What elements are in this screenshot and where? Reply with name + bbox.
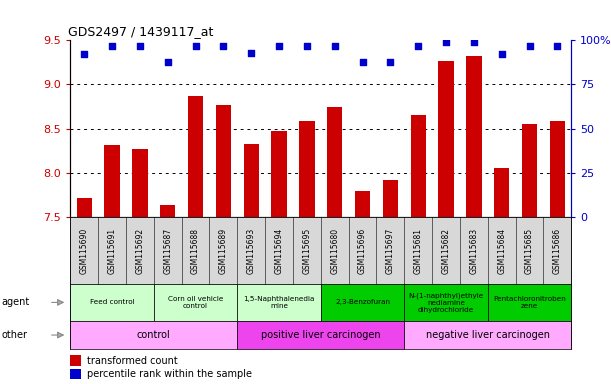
Text: GSM115689: GSM115689 [219, 227, 228, 274]
Text: GSM115685: GSM115685 [525, 227, 534, 274]
Text: percentile rank within the sample: percentile rank within the sample [87, 369, 252, 379]
Text: GSM115688: GSM115688 [191, 228, 200, 273]
Text: N-(1-naphthyl)ethyle
nediamine
dihydrochloride: N-(1-naphthyl)ethyle nediamine dihydroch… [408, 292, 484, 313]
Bar [132, 149, 147, 217]
Text: GSM115691: GSM115691 [108, 227, 117, 274]
Text: GSM115692: GSM115692 [136, 227, 144, 274]
Point [330, 43, 340, 49]
Point [441, 39, 451, 45]
Text: GSM115693: GSM115693 [247, 227, 255, 274]
Text: 1,5-Naphthalenedia
mine: 1,5-Naphthalenedia mine [243, 296, 315, 309]
Text: Corn oil vehicle
control: Corn oil vehicle control [168, 296, 223, 309]
Point [107, 43, 117, 49]
Text: agent: agent [1, 297, 29, 308]
Text: Pentachloronitroben
zene: Pentachloronitroben zene [493, 296, 566, 309]
Text: transformed count: transformed count [87, 356, 178, 366]
Point [219, 43, 229, 49]
Bar [104, 146, 120, 217]
Point [357, 58, 367, 65]
Bar [299, 121, 315, 217]
Text: GSM115681: GSM115681 [414, 228, 423, 273]
Bar [216, 105, 231, 217]
Point [274, 43, 284, 49]
Text: GDS2497 / 1439117_at: GDS2497 / 1439117_at [68, 25, 213, 38]
Bar [188, 96, 203, 217]
Text: GSM115696: GSM115696 [358, 227, 367, 274]
Text: positive liver carcinogen: positive liver carcinogen [261, 330, 381, 340]
Point [79, 51, 89, 58]
Text: GSM115687: GSM115687 [163, 227, 172, 274]
Bar [522, 124, 537, 217]
Point [163, 58, 172, 65]
Text: GSM115686: GSM115686 [553, 227, 562, 274]
Bar [271, 131, 287, 217]
Text: other: other [1, 330, 27, 340]
Bar [494, 168, 510, 217]
Text: GSM115680: GSM115680 [330, 227, 339, 274]
Point [302, 43, 312, 49]
Point [413, 43, 423, 49]
Point [469, 39, 479, 45]
Point [246, 50, 256, 56]
Point [386, 58, 395, 65]
Bar [550, 121, 565, 217]
Bar [160, 205, 175, 217]
Text: GSM115697: GSM115697 [386, 227, 395, 274]
Bar [355, 191, 370, 217]
Text: GSM115682: GSM115682 [442, 228, 450, 273]
Bar [438, 61, 454, 217]
Bar [466, 56, 481, 217]
Text: GSM115690: GSM115690 [79, 227, 89, 274]
Text: 2,3-Benzofuran: 2,3-Benzofuran [335, 300, 390, 305]
Bar [244, 144, 259, 217]
Bar [327, 108, 342, 217]
Point [552, 43, 562, 49]
Bar [382, 180, 398, 217]
Point [191, 43, 200, 49]
Point [135, 43, 145, 49]
Point [525, 43, 535, 49]
Text: GSM115695: GSM115695 [302, 227, 312, 274]
Text: Feed control: Feed control [90, 300, 134, 305]
Text: GSM115683: GSM115683 [469, 227, 478, 274]
Point [497, 51, 507, 58]
Bar [411, 115, 426, 217]
Text: GSM115684: GSM115684 [497, 227, 506, 274]
Text: control: control [137, 330, 170, 340]
Text: negative liver carcinogen: negative liver carcinogen [426, 330, 550, 340]
Bar [76, 197, 92, 217]
Text: GSM115694: GSM115694 [274, 227, 284, 274]
